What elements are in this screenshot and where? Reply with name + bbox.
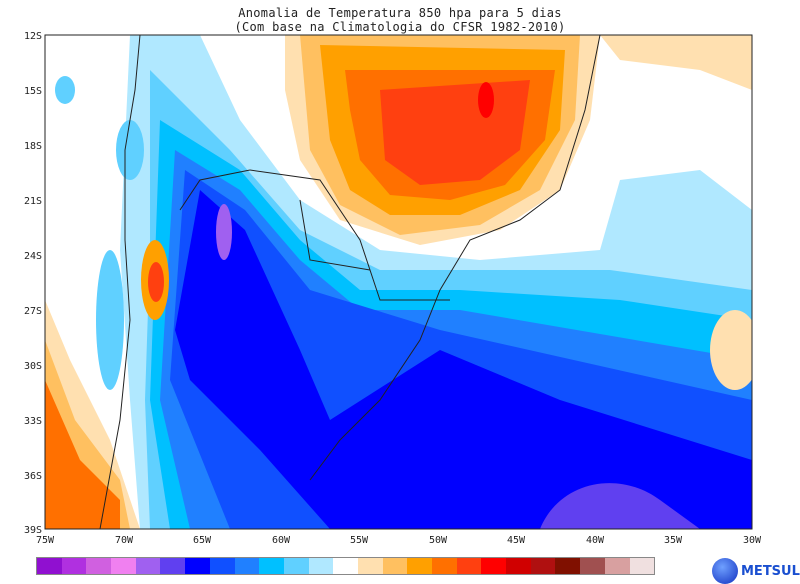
map-title: Anomalia de Temperatura 850 hpa para 5 d… bbox=[238, 6, 562, 20]
lon-label: 45W bbox=[507, 535, 526, 546]
lon-label: 30W bbox=[743, 535, 762, 546]
color-scale-swatch bbox=[185, 558, 210, 574]
lat-label: 24S bbox=[24, 251, 42, 262]
lat-label: 15S bbox=[24, 86, 42, 97]
lon-label: 75W bbox=[36, 535, 55, 546]
color-scale-swatch bbox=[506, 558, 531, 574]
lon-label: 35W bbox=[664, 535, 683, 546]
map-subtitle: (Com base na Climatologia do CFSR 1982-2… bbox=[234, 20, 566, 34]
lon-label: 65W bbox=[193, 535, 212, 546]
color-scale-bar bbox=[36, 557, 656, 575]
color-scale-swatch bbox=[111, 558, 136, 574]
color-scale-swatch bbox=[308, 558, 334, 574]
lon-label: 50W bbox=[429, 535, 448, 546]
lon-label: 55W bbox=[350, 535, 369, 546]
color-scale-swatch bbox=[135, 558, 161, 574]
color-scale-swatch bbox=[37, 558, 62, 574]
lat-label: 18S bbox=[24, 141, 42, 152]
lat-label: 21S bbox=[24, 196, 42, 207]
lon-label: 60W bbox=[272, 535, 291, 546]
lat-label: 12S bbox=[24, 31, 42, 42]
color-scale-swatch bbox=[259, 558, 284, 574]
globe-icon bbox=[712, 558, 738, 584]
lat-label: 27S bbox=[24, 306, 42, 317]
lon-label: 70W bbox=[115, 535, 134, 546]
color-scale-swatch bbox=[209, 558, 235, 574]
color-scale-swatch bbox=[357, 558, 383, 574]
color-scale-swatch bbox=[234, 558, 260, 574]
temperature-anomaly-map: 12S 15S 18S 21S 24S 27S 30S 33S 36S 39S … bbox=[24, 31, 762, 546]
lat-label: 33S bbox=[24, 416, 42, 427]
color-scale-swatch bbox=[61, 558, 87, 574]
color-scale-swatch bbox=[580, 558, 605, 574]
lat-label: 30S bbox=[24, 361, 42, 372]
borders bbox=[99, 35, 601, 529]
lon-label: 40W bbox=[586, 535, 605, 546]
color-scale-swatch bbox=[629, 558, 655, 574]
color-scale-swatch bbox=[333, 558, 358, 574]
color-scale-swatch bbox=[86, 558, 112, 574]
color-scale-swatch bbox=[407, 558, 432, 574]
lat-label: 36S bbox=[24, 471, 42, 482]
color-scale-swatch bbox=[481, 558, 507, 574]
color-scale-swatch bbox=[456, 558, 482, 574]
metsul-logo: METSUL bbox=[712, 558, 800, 584]
map-frame bbox=[44, 34, 753, 530]
anomaly-field bbox=[45, 35, 752, 529]
longitude-labels: 75W 70W 65W 60W 55W 50W 45W 40W 35W 30W bbox=[36, 535, 762, 546]
color-scale-swatch bbox=[283, 558, 309, 574]
color-scale-swatch bbox=[432, 558, 457, 574]
color-scale-swatch bbox=[555, 558, 581, 574]
color-scale-swatch bbox=[382, 558, 408, 574]
latitude-labels: 12S 15S 18S 21S 24S 27S 30S 33S 36S 39S bbox=[24, 31, 42, 536]
color-scale-swatch bbox=[604, 558, 630, 574]
color-scale-swatch bbox=[530, 558, 556, 574]
logo-text: METSUL bbox=[741, 563, 800, 579]
lat-label: 39S bbox=[24, 525, 42, 536]
color-scale-swatch bbox=[160, 558, 186, 574]
